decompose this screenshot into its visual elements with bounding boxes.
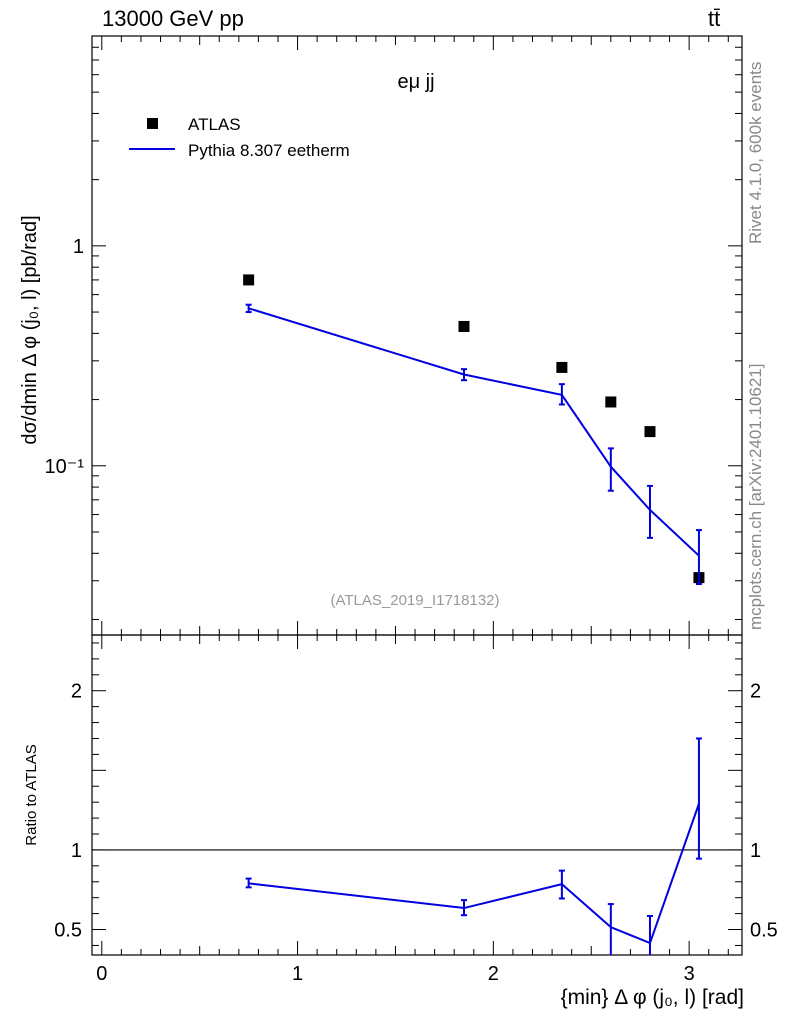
atlas-data-point — [556, 361, 568, 373]
legend-atlas-marker — [147, 118, 158, 129]
process-label: tt̄ — [708, 6, 721, 31]
x-tick-label: 0 — [96, 963, 107, 985]
ratio-y-tick-label-right: 1 — [750, 840, 761, 862]
energy-label: 13000 GeV pp — [102, 6, 244, 31]
x-tick-label: 1 — [292, 963, 303, 985]
legend-pythia-label: Pythia 8.307 eetherm — [188, 141, 350, 160]
atlas-data-point — [458, 320, 470, 332]
ratio-y-tick-label-left: 0.5 — [54, 920, 82, 942]
ratio-y-tick-label-left: 2 — [71, 681, 82, 703]
ratio-plot-frame — [91, 634, 743, 956]
x-tick-label: 2 — [488, 963, 499, 985]
ratio-y-tick-label-right: 0.5 — [750, 920, 778, 942]
main-y-tick-label: 10⁻¹ — [45, 456, 85, 478]
ratio-y-tick-label-right: 2 — [750, 681, 761, 703]
x-axis-title: {min} Δ φ (j₀, l) [rad] — [561, 986, 744, 1009]
pythia-line — [248, 307, 700, 557]
ratio-y-axis-title: Ratio to ATLAS — [23, 744, 40, 845]
main-y-axis-title: dσ/dmin Δ φ (j₀, l) [pb/rad] — [19, 215, 41, 444]
atlas-data-point — [644, 426, 656, 438]
ratio-line — [248, 803, 700, 945]
ratio-y-tick-label-left: 1 — [71, 840, 82, 862]
legend-atlas-label: ATLAS — [188, 115, 241, 134]
analysis-watermark: (ATLAS_2019_I1718132) — [330, 592, 499, 609]
main-y-tick-label: 1 — [73, 236, 84, 258]
atlas-data-point — [243, 274, 255, 286]
main-title: eμ jj — [397, 71, 434, 93]
atlas-data-point — [605, 396, 617, 408]
x-tick-label: 3 — [684, 963, 695, 985]
